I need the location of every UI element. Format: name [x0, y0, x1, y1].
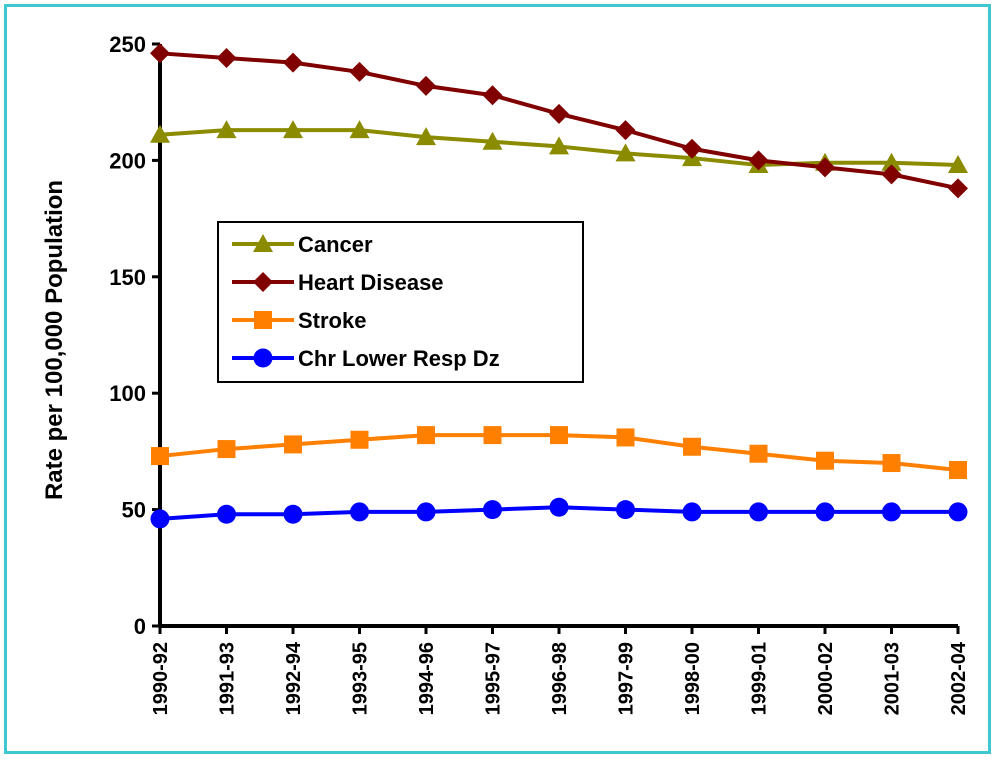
x-ticks: 1990-92 1991-93 1992-94 1993-95 1994-96 1995-…	[150, 626, 970, 715]
series-1	[150, 43, 968, 199]
legend-item: Stroke	[232, 308, 366, 333]
data-point	[151, 447, 169, 466]
data-point	[682, 138, 702, 159]
y-tick-label: 250	[109, 32, 146, 57]
x-tick-label: 1995-97	[483, 642, 505, 715]
series-2	[151, 426, 967, 480]
y-tick-label: 200	[109, 148, 146, 173]
series-0	[150, 120, 968, 174]
x-tick-label: 1999-01	[749, 642, 771, 715]
data-point	[882, 502, 901, 522]
data-point	[283, 504, 303, 524]
data-point	[216, 120, 237, 139]
y-axis-label-group: Rate per 100,000 Population	[41, 180, 68, 500]
x-tick-label: 2000-02	[815, 642, 837, 715]
data-point	[616, 500, 635, 520]
legend-marker	[253, 348, 273, 368]
legend-item: Cancer	[232, 232, 373, 257]
y-tick-label: 50	[122, 498, 146, 523]
legend-marker	[254, 311, 272, 329]
data-point	[150, 509, 170, 529]
data-point	[150, 124, 170, 143]
data-point	[815, 502, 835, 522]
data-point	[615, 143, 636, 162]
legend-marker	[253, 234, 273, 252]
data-point	[482, 131, 503, 150]
data-point	[283, 120, 303, 139]
data-point	[483, 500, 502, 520]
y-tick-label: 100	[109, 381, 146, 406]
x-tick-label: 1998-00	[682, 642, 704, 715]
x-tick-label: 1992-94	[283, 641, 305, 715]
data-point	[815, 157, 835, 178]
data-point	[284, 435, 302, 454]
legend: Cancer Heart Disease Stroke Chr Lower Resp …	[217, 221, 584, 383]
y-ticks: 0 50 100 150 200 250	[109, 32, 160, 639]
data-point	[283, 52, 303, 73]
data-point	[616, 428, 635, 447]
data-point	[881, 152, 902, 171]
legend-item: Heart Disease	[232, 270, 444, 295]
data-point	[416, 502, 436, 522]
series-3	[150, 497, 968, 529]
data-point	[549, 136, 569, 155]
data-point	[749, 444, 768, 463]
data-point	[948, 155, 968, 174]
legend-label: Chr Lower Resp Dz	[298, 346, 500, 371]
y-axis-label: Rate per 100,000 Population	[41, 180, 68, 500]
y-tick-label: 150	[109, 265, 146, 290]
x-tick-label: 1993-95	[350, 642, 372, 715]
x-tick-label: 1996-98	[549, 642, 571, 715]
data-point	[748, 150, 769, 171]
x-tick-label: 2002-04	[948, 641, 970, 715]
legend-item: Chr Lower Resp Dz	[232, 346, 500, 371]
data-point	[948, 178, 968, 199]
data-point	[549, 497, 569, 517]
data-point	[216, 47, 237, 68]
data-point	[816, 451, 834, 470]
data-point	[682, 502, 702, 522]
data-point	[150, 43, 170, 64]
data-point	[482, 85, 503, 106]
data-point	[882, 454, 901, 473]
data-point	[349, 61, 370, 82]
data-point	[615, 120, 636, 141]
y-tick-label: 0	[134, 614, 146, 639]
x-tick-label: 1990-92	[150, 642, 172, 715]
data-point	[416, 127, 436, 146]
data-point	[350, 502, 369, 522]
data-point	[549, 103, 569, 124]
data-point	[350, 430, 369, 449]
legend-marker	[253, 272, 273, 292]
data-point	[881, 164, 902, 185]
legend-box	[217, 221, 584, 383]
data-point	[550, 426, 568, 445]
x-tick-label: 1991-93	[217, 642, 239, 715]
data-point	[217, 504, 236, 524]
data-point	[416, 75, 436, 96]
x-tick-label: 2001-03	[882, 642, 904, 715]
data-point	[417, 426, 435, 445]
data-point	[949, 461, 967, 480]
data-point	[217, 440, 236, 459]
legend-label: Heart Disease	[298, 270, 444, 295]
x-tick-label: 1994-96	[416, 642, 438, 715]
legend-label: Stroke	[298, 308, 366, 333]
legend-label: Cancer	[298, 232, 373, 257]
x-tick-label: 1997-99	[616, 642, 638, 715]
data-point	[948, 502, 968, 522]
data-point	[483, 426, 502, 445]
data-point	[749, 502, 768, 522]
data-point	[349, 120, 370, 139]
series-group	[150, 43, 968, 529]
data-point	[683, 437, 701, 456]
